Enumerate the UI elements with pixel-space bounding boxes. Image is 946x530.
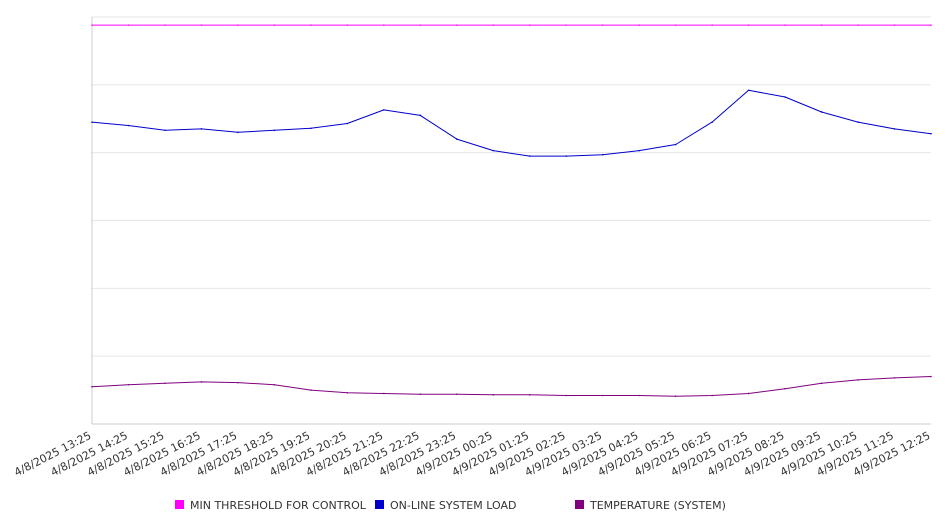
data-point (930, 132, 932, 135)
data-point (784, 387, 786, 390)
data-point (164, 382, 166, 385)
data-point (601, 24, 604, 26)
data-point (492, 149, 495, 152)
data-point (127, 24, 130, 26)
data-point (419, 24, 422, 26)
data-point (747, 89, 750, 92)
data-point (674, 395, 677, 397)
legend: MIN THRESHOLD FOR CONTROL ON-LINE SYSTEM … (175, 499, 726, 512)
data-point (455, 138, 458, 140)
data-point (346, 122, 349, 125)
data-point (237, 381, 239, 384)
data-point (346, 24, 349, 26)
data-point (419, 114, 422, 117)
data-point (893, 128, 896, 130)
legend-label: ON-LINE SYSTEM LOAD (390, 499, 516, 512)
data-point (820, 111, 823, 113)
data-point (638, 24, 640, 26)
series-line-2 (91, 89, 932, 157)
data-point (127, 383, 130, 386)
data-point (164, 129, 166, 132)
data-point (273, 383, 276, 386)
data-point (91, 24, 93, 26)
data-point (383, 109, 385, 111)
data-point (784, 96, 786, 98)
data-point (930, 24, 932, 26)
series-line-3 (91, 376, 932, 397)
legend-label: TEMPERATURE (SYSTEM) (589, 499, 726, 512)
legend-swatch (175, 500, 184, 509)
data-point (310, 389, 312, 391)
data-point (383, 392, 385, 395)
data-point (492, 24, 495, 26)
data-point (237, 24, 239, 26)
data-point (164, 24, 166, 26)
data-point (91, 385, 93, 388)
data-point (711, 121, 713, 123)
data-point (200, 24, 203, 26)
data-point (674, 143, 677, 146)
data-point (638, 149, 640, 152)
data-point (565, 24, 568, 26)
legend-swatch (575, 500, 584, 509)
data-point (528, 394, 531, 396)
data-point (383, 24, 385, 26)
data-point (492, 394, 495, 396)
data-point (857, 121, 859, 123)
data-point (455, 24, 458, 26)
data-point (565, 394, 568, 397)
data-point (893, 24, 896, 26)
data-point (638, 394, 640, 397)
legend-label: MIN THRESHOLD FOR CONTROL (190, 499, 367, 512)
data-point (346, 391, 349, 394)
data-point (455, 393, 458, 395)
data-point (893, 377, 896, 379)
legend-swatch (375, 500, 384, 509)
data-point (310, 24, 312, 26)
x-tick-labels: 4/8/2025 13:254/8/2025 14:254/8/2025 15:… (12, 429, 932, 479)
data-point (857, 24, 859, 26)
data-point (528, 24, 531, 26)
data-point (601, 394, 604, 397)
data-point (747, 392, 750, 395)
axes (91, 17, 931, 425)
data-point (565, 155, 568, 157)
data-point (784, 24, 786, 26)
gridlines (92, 16, 931, 357)
data-point (820, 382, 823, 385)
data-point (930, 375, 932, 378)
data-point (273, 24, 276, 26)
data-point (419, 393, 422, 395)
data-point (820, 24, 823, 26)
data-point (200, 128, 203, 130)
data-point (674, 24, 677, 26)
data-point (237, 131, 239, 134)
data-point (857, 379, 859, 381)
data-point (711, 24, 713, 26)
data-point (601, 153, 604, 156)
data-point (310, 127, 312, 130)
data-point (273, 129, 276, 132)
data-point (127, 124, 130, 127)
data-point (200, 381, 203, 383)
data-point (747, 24, 750, 26)
series-lines (91, 24, 932, 397)
data-point (91, 121, 93, 123)
data-point (528, 155, 531, 157)
data-point (711, 394, 713, 397)
